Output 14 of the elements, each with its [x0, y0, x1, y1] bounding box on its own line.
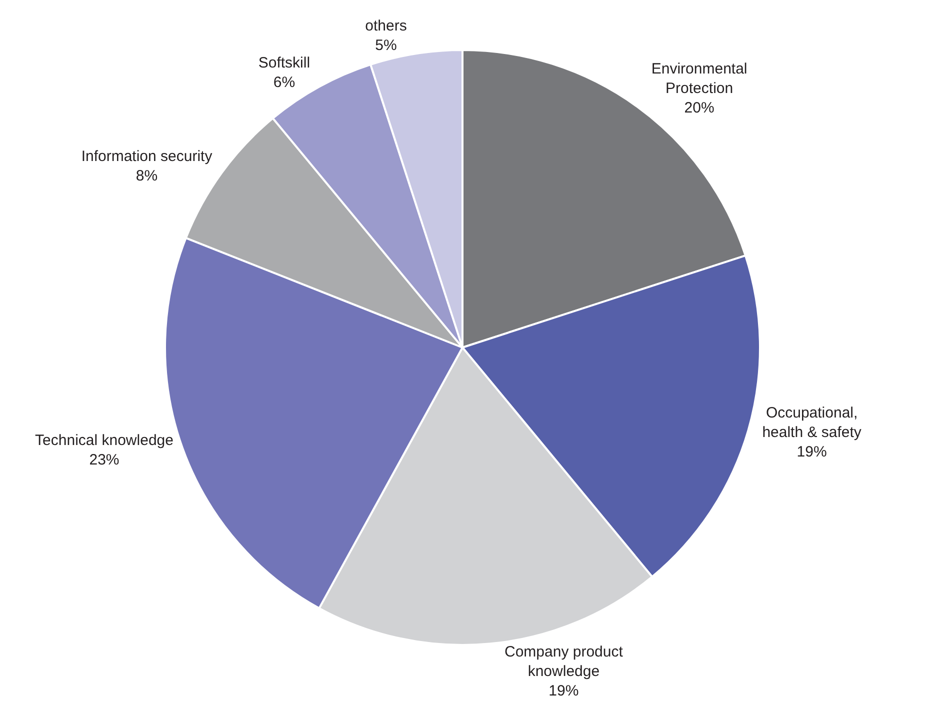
slice-label: Environmental Protection: [651, 60, 748, 97]
data-label: 20%: [684, 99, 714, 116]
slice-label: Softskill: [258, 54, 310, 72]
slice-label: Technical knowledge: [35, 432, 174, 450]
slice-label: Company product knowledge: [504, 643, 624, 680]
slice-label: Information security: [81, 148, 213, 166]
slice-label: others: [365, 18, 407, 35]
data-label: 8%: [136, 168, 158, 185]
data-label: 19%: [548, 682, 579, 700]
data-label: 5%: [375, 37, 397, 54]
data-label: 23%: [89, 452, 120, 469]
slice-label: Occupational, health & safety: [762, 404, 862, 442]
data-label: 6%: [273, 74, 296, 92]
data-label: 19%: [796, 444, 827, 461]
